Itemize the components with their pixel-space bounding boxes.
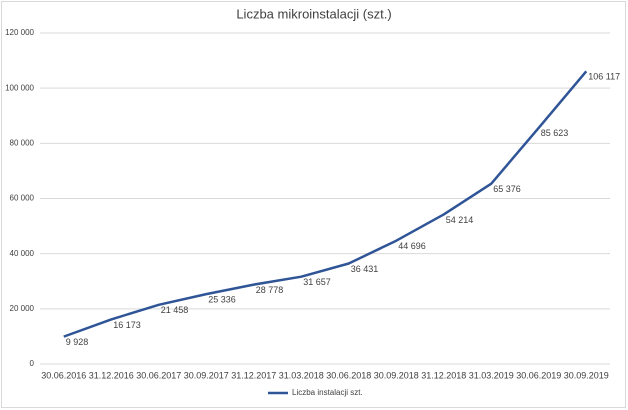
data-label: 85 623 — [541, 128, 569, 138]
y-tick-label: 60 000 — [10, 194, 35, 203]
data-label: 28 778 — [256, 285, 284, 295]
data-label: 25 336 — [208, 294, 236, 304]
data-label: 9 928 — [66, 337, 89, 347]
data-label: 31 657 — [303, 277, 331, 287]
x-tick-label: 30.06.2016 — [41, 370, 86, 380]
y-tick-label: 80 000 — [10, 138, 35, 147]
data-label: 36 431 — [351, 264, 379, 274]
y-tick-label: 20 000 — [10, 304, 35, 313]
x-tick-label: 31.12.2018 — [421, 370, 466, 380]
data-label: 54 214 — [446, 215, 474, 225]
x-tick-label: 30.06.2017 — [136, 370, 181, 380]
x-tick-label: 30.09.2019 — [564, 370, 609, 380]
x-tick-label: 30.06.2019 — [516, 370, 561, 380]
x-tick-label: 31.03.2018 — [279, 370, 324, 380]
y-tick-label: 120 000 — [5, 28, 34, 37]
x-tick-label: 31.12.2016 — [89, 370, 134, 380]
data-label: 106 117 — [588, 72, 620, 82]
legend-label: Liczba instalacji szt. — [292, 388, 363, 397]
x-tick-label: 31.03.2019 — [469, 370, 514, 380]
x-tick-label: 30.09.2018 — [374, 370, 419, 380]
chart-title: Liczba mikroinstalacji (szt.) — [236, 6, 391, 21]
x-tick-label: 30.09.2017 — [184, 370, 229, 380]
data-line — [63, 70, 588, 338]
data-label: 44 696 — [398, 241, 426, 251]
data-label: 21 458 — [161, 305, 189, 315]
y-tick-label: 100 000 — [5, 83, 34, 92]
data-label: 65 376 — [493, 184, 521, 194]
x-tick-label: 30.06.2018 — [326, 370, 371, 380]
y-tick-label: 0 — [30, 359, 35, 368]
x-tick-label: 31.12.2017 — [231, 370, 276, 380]
data-label: 16 173 — [113, 320, 141, 330]
y-tick-label: 40 000 — [10, 249, 35, 258]
